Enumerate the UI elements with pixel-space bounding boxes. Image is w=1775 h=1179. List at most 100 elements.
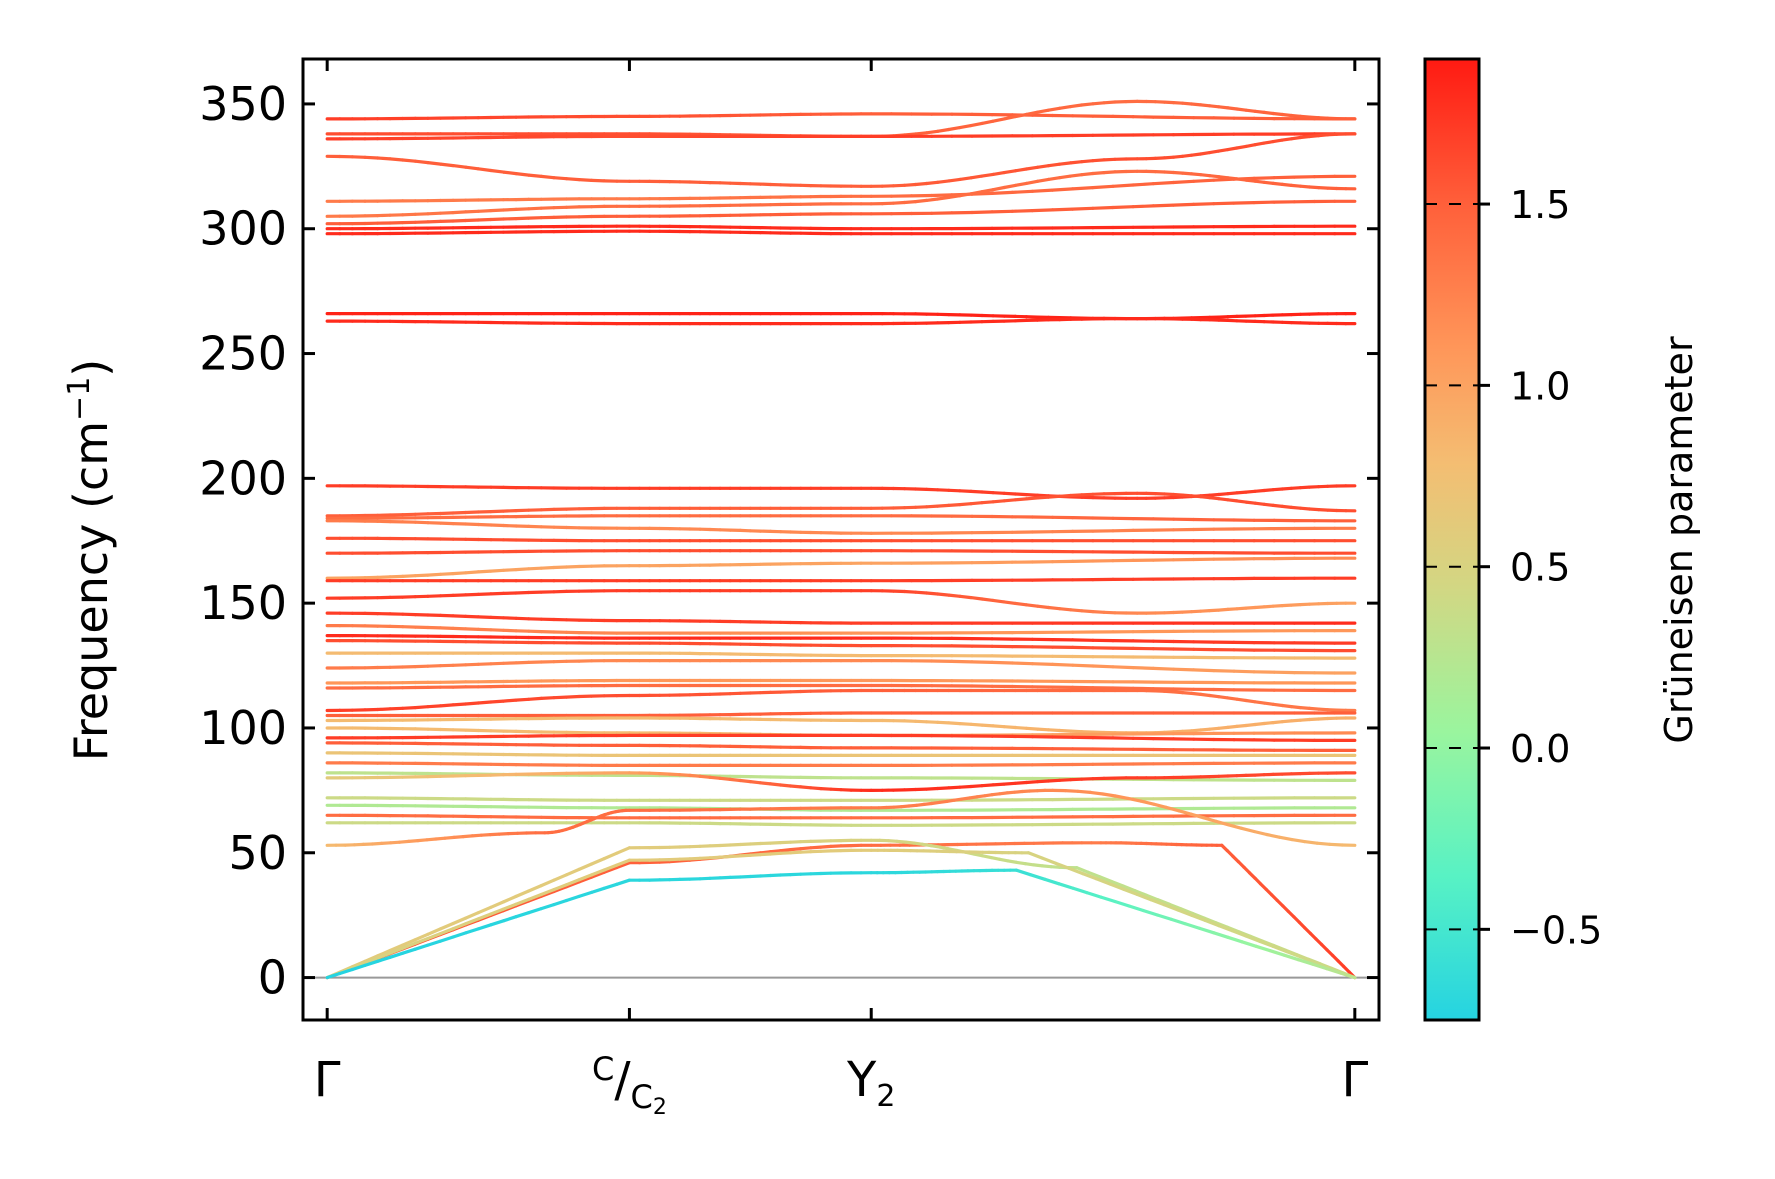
band-segment	[1212, 201, 1236, 206]
band-segment	[728, 842, 742, 847]
band-segment	[615, 858, 632, 867]
band-segment	[1028, 873, 1047, 881]
band-segment	[464, 510, 480, 515]
band-segment	[514, 897, 531, 906]
band-segment	[1035, 108, 1051, 114]
band-series-group	[325, 99, 1357, 980]
band-17	[325, 549, 1357, 555]
band-segment	[718, 854, 732, 859]
band-20	[325, 589, 1357, 615]
band-segment	[1024, 165, 1040, 171]
band-segment	[1121, 884, 1137, 893]
band-segment	[1091, 664, 1115, 669]
band-segment	[1191, 178, 1216, 183]
band-segment	[514, 216, 531, 221]
band-segment	[1109, 879, 1125, 888]
band-segment	[577, 862, 594, 872]
band-segment	[413, 705, 430, 710]
band-segment	[401, 941, 417, 950]
band-segment	[464, 917, 480, 926]
band-segment	[1002, 114, 1017, 121]
band-segment	[1098, 875, 1114, 884]
band-segment	[1176, 809, 1193, 816]
x-tick-label: C/C2	[592, 1050, 667, 1120]
band-segment	[527, 883, 543, 893]
band-segment	[602, 865, 619, 874]
band-segment	[1131, 665, 1155, 671]
band-segment	[1324, 966, 1343, 975]
band-segment	[1296, 958, 1315, 966]
band-segment	[1075, 866, 1090, 874]
band-segment	[1151, 802, 1168, 809]
band-segment	[1085, 890, 1103, 899]
band-segment	[1102, 170, 1117, 175]
band-segment	[1257, 939, 1275, 949]
band-segment	[1026, 851, 1044, 860]
band-segment	[1010, 209, 1035, 213]
band-segment	[924, 786, 940, 791]
band-segment	[799, 785, 813, 790]
band-segment	[350, 963, 367, 972]
band-segment	[958, 594, 973, 600]
band-segment	[991, 185, 1006, 192]
band-segment	[924, 591, 940, 596]
band-segment	[980, 188, 995, 194]
band-18	[325, 556, 1357, 580]
band-segment	[501, 628, 518, 633]
band-segment	[615, 861, 632, 870]
band-segment	[688, 773, 702, 778]
band-33	[325, 733, 1357, 743]
band-segment	[1069, 103, 1084, 109]
band-segment	[1071, 206, 1095, 211]
band-segment	[1198, 926, 1216, 935]
band-segment	[1046, 106, 1062, 112]
band-segment	[489, 509, 506, 514]
band-segment	[464, 662, 480, 667]
band-segment	[464, 209, 480, 214]
band-41	[325, 813, 1357, 820]
band-segment	[1086, 870, 1102, 879]
band-segment	[1149, 897, 1167, 907]
band-segment	[913, 181, 929, 187]
band-28	[325, 683, 1357, 693]
band-segment	[577, 178, 594, 182]
band-segment	[1069, 777, 1084, 782]
band-segment	[615, 846, 632, 855]
band-segment	[514, 567, 531, 572]
band-segment	[1272, 175, 1297, 180]
band-30	[325, 711, 1357, 718]
band-segment	[718, 776, 732, 782]
band-segment	[388, 943, 405, 953]
band-segment	[902, 182, 918, 187]
band-segment	[564, 177, 581, 182]
band-segment	[376, 951, 392, 960]
band-segment	[1111, 665, 1135, 670]
band-segment	[768, 849, 783, 854]
band-segment	[1133, 888, 1148, 897]
band-segment	[668, 859, 682, 864]
band-segment	[1113, 899, 1131, 908]
band-segment	[1131, 204, 1155, 209]
band-segment	[902, 589, 918, 594]
band-segment	[476, 905, 493, 915]
band-segment	[1080, 159, 1095, 164]
band-10	[325, 312, 1357, 321]
band-segment	[451, 931, 468, 939]
band-segment	[1202, 916, 1218, 925]
band-segment	[552, 883, 569, 892]
band-segment	[1069, 608, 1084, 613]
band-segment	[464, 570, 480, 575]
band-segment	[1091, 205, 1115, 210]
band-segment	[1101, 792, 1118, 798]
band-segment	[564, 878, 581, 887]
band-segment	[589, 856, 606, 866]
band-segment	[1126, 796, 1143, 803]
band-segment	[1002, 725, 1017, 730]
band-segment	[1108, 882, 1126, 891]
band-segment	[1102, 100, 1117, 105]
band-segment	[1013, 497, 1029, 502]
band-segment	[451, 571, 468, 576]
band-segment	[969, 595, 984, 601]
band-segment	[1002, 600, 1017, 606]
band-segment	[1135, 892, 1153, 902]
